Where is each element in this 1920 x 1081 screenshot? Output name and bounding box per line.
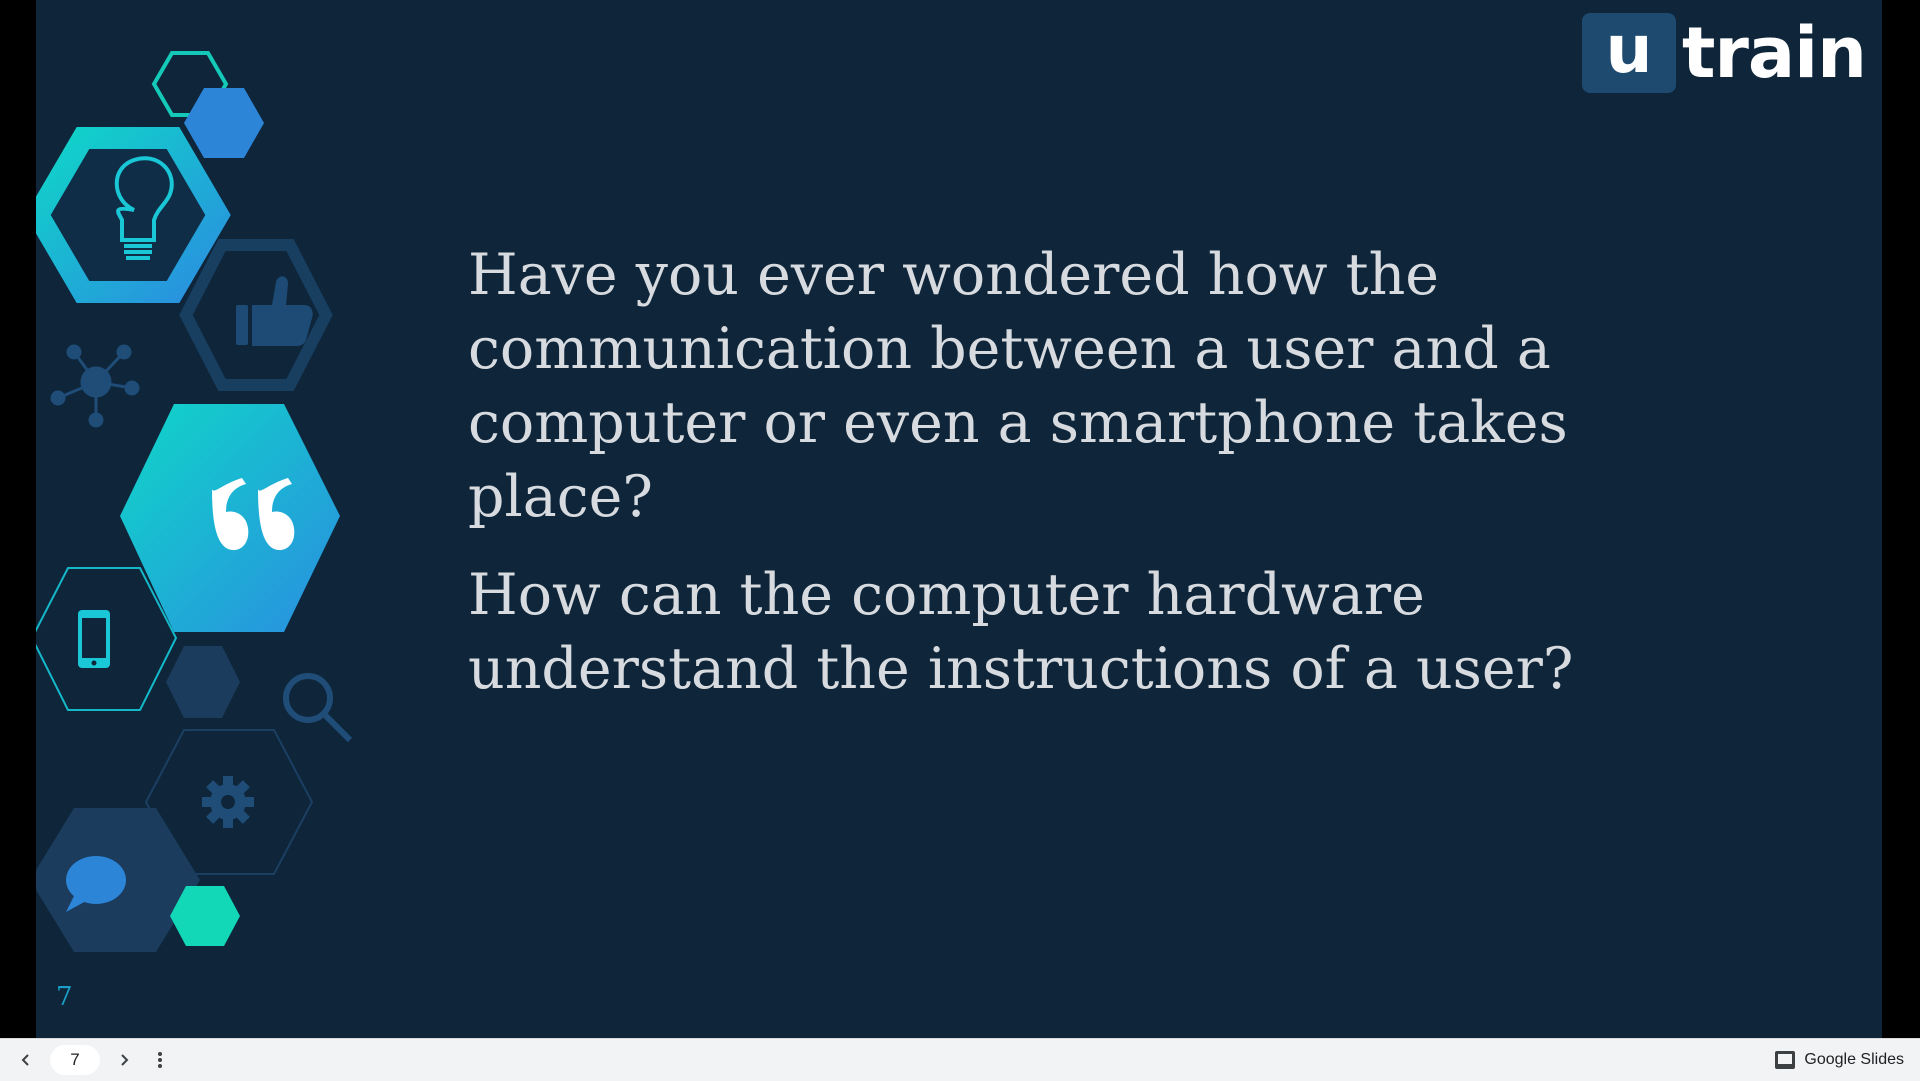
previous-slide-button[interactable] — [8, 1042, 44, 1078]
utrain-logo: u train — [1581, 12, 1867, 94]
next-slide-button[interactable] — [106, 1042, 142, 1078]
slide-number: 7 — [56, 982, 73, 1012]
thumbs-up-icon — [236, 276, 313, 346]
slide-body-text: Have you ever wondered how the communica… — [468, 238, 1708, 730]
page-number-input[interactable] — [50, 1045, 100, 1075]
paragraph-question-2: How can the computer hardware understand… — [468, 562, 1574, 702]
lightbulb-hexagon — [36, 127, 231, 303]
brand-label: Google Slides — [1804, 1051, 1904, 1068]
logo-box: u — [1581, 13, 1676, 93]
quote-icon — [212, 478, 295, 551]
more-options-button[interactable] — [142, 1042, 178, 1078]
small-dark-hexagon — [166, 646, 240, 718]
google-slides-link[interactable]: Google Slides — [1774, 1039, 1904, 1081]
gear-icon — [202, 776, 254, 828]
magnifier-icon — [283, 673, 353, 743]
more-vert-icon — [158, 1052, 162, 1068]
hexagon-decoration — [36, 51, 353, 952]
lightbulb-icon — [114, 156, 174, 260]
slides-icon — [1775, 1051, 1796, 1069]
network-icon — [50, 344, 140, 428]
smartphone-hexagon — [36, 567, 178, 711]
logo-word: train — [1681, 12, 1867, 94]
chevron-right-icon — [121, 1054, 129, 1066]
small-outline-hexagon — [151, 51, 229, 117]
thumbs-up-hexagon — [179, 239, 333, 391]
smartphone-icon — [78, 610, 110, 668]
chevron-left-icon — [21, 1054, 29, 1066]
slide-canvas: u train Have you ever wondered how the c… — [36, 0, 1882, 1038]
presentation-control-bar: Google Slides — [0, 1038, 1920, 1081]
chat-bubble-icon — [66, 856, 126, 912]
small-blue-hexagon — [184, 88, 264, 158]
small-teal-hexagon — [170, 886, 240, 946]
paragraph-question-1: Have you ever wondered how the communica… — [468, 242, 1568, 530]
